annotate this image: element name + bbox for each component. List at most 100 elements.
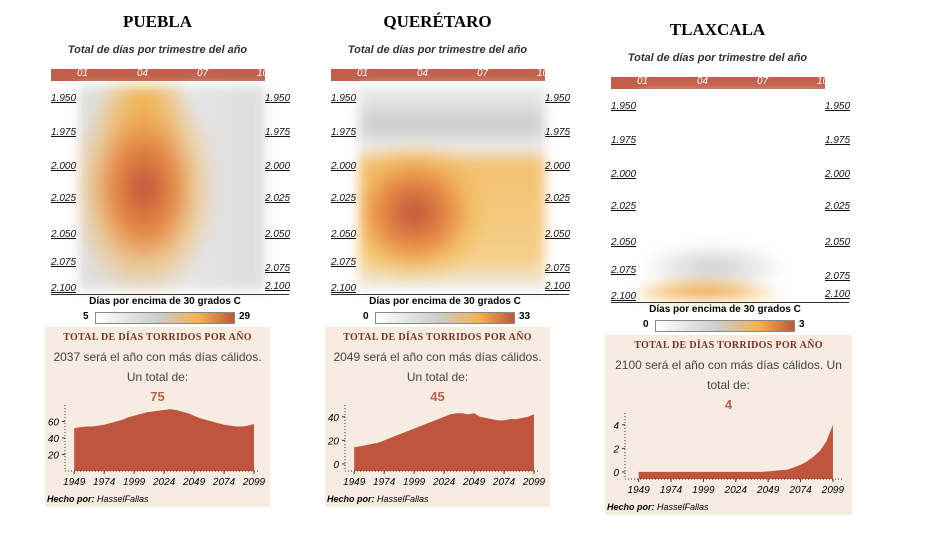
- quarter-label: 10: [257, 68, 269, 79]
- year-label-right: 2.050: [265, 229, 291, 240]
- year-label-right: 1.950: [825, 101, 851, 112]
- x-tick-label: 2099: [522, 477, 546, 488]
- credit-label: Hecho por:: [47, 494, 95, 504]
- year-label-left: 2.100: [51, 283, 77, 294]
- year-label-left: 1.950: [611, 101, 637, 112]
- year-label-right: 2.000: [545, 161, 571, 172]
- year-label-left: 1.950: [331, 93, 357, 104]
- x-tick-label: 2049: [462, 477, 486, 488]
- quarter-label: 07: [477, 68, 489, 79]
- year-label-right: 2.075: [265, 263, 291, 274]
- year-label-right: 2.075: [545, 263, 571, 274]
- x-tick-label: 2024: [724, 485, 748, 496]
- area: [74, 409, 255, 471]
- panel: QUERÉTARO Total de días por trimestre del…: [325, 0, 570, 520]
- x-tick-label: 2074: [788, 485, 812, 496]
- x-tick-label: 1949: [628, 485, 651, 496]
- year-label-left: 2.075: [611, 265, 637, 276]
- summary-text: 2049 será el año con más días cálidos. U…: [333, 350, 542, 384]
- quarter-label: 07: [197, 68, 209, 79]
- year-label-right: 2.100: [265, 281, 291, 292]
- box-title: TOTAL DE DÍAS TORRIDOS POR AÑO: [63, 332, 252, 343]
- quarter-label: 01: [77, 68, 89, 79]
- x-tick-label: 1999: [123, 477, 146, 488]
- y-tick-label: 20: [327, 436, 340, 447]
- x-tick-label: 2024: [152, 477, 176, 488]
- legend-min: 0: [363, 311, 369, 322]
- quarter-header: 01 04 07 10: [331, 68, 548, 81]
- year-label-left: 1.975: [611, 135, 637, 146]
- axis-line: [331, 294, 569, 295]
- panel: TLAXCALA Total de días por trimestre del …: [605, 8, 852, 528]
- quarter-header: 01 04 07 10: [51, 68, 269, 81]
- year-label-right: 1.975: [265, 127, 291, 138]
- legend-bar: [95, 312, 235, 324]
- legend-max: 33: [519, 311, 531, 322]
- max-value: 45: [430, 389, 445, 404]
- panel-title: TLAXCALA: [669, 20, 766, 39]
- year-label-right: 2.000: [265, 161, 291, 172]
- x-tick-label: 2024: [432, 477, 456, 488]
- year-label-left: 1.975: [51, 127, 77, 138]
- year-label-right: 2.025: [545, 193, 571, 204]
- quarter-header: 01 04 07 10: [611, 76, 829, 89]
- year-label-right: 2.025: [825, 201, 851, 212]
- year-label-left: 2.000: [611, 169, 637, 180]
- summary-text: 2100 será el año con más días cálidos. U…: [615, 358, 842, 392]
- heatmap: [79, 86, 265, 290]
- year-label-right: 2.050: [825, 237, 851, 248]
- quarter-label: 07: [757, 76, 769, 87]
- area: [638, 424, 833, 479]
- year-label-left: 2.000: [51, 161, 77, 172]
- y-tick-label: 0: [613, 468, 619, 479]
- quarter-label: 04: [697, 76, 709, 87]
- y-tick-label: 4: [613, 421, 619, 432]
- year-label-left: 2.050: [611, 237, 637, 248]
- year-label-left: 2.000: [331, 161, 357, 172]
- quarter-label: 01: [357, 68, 369, 79]
- legend-min: 0: [643, 319, 649, 330]
- y-tick-label: 60: [48, 418, 60, 429]
- y-tick-label: 0: [333, 460, 339, 471]
- y-tick-label: 2: [612, 444, 619, 455]
- area: [354, 413, 535, 471]
- credit-name: HasselFallas: [97, 494, 149, 504]
- panel-subtitle: Total de días por trimestre del año: [627, 52, 808, 64]
- summary-box: TOTAL DE DÍAS TORRIDOS POR AÑO 2100 será …: [605, 335, 852, 515]
- credit-name: HasselFallas: [657, 502, 709, 512]
- x-tick-label: 2074: [212, 477, 236, 488]
- legend-bar: [655, 320, 795, 332]
- legend-label: Días por encima de 30 grados C: [649, 304, 801, 315]
- year-label-left: 2.050: [51, 229, 77, 240]
- summary-box: TOTAL DE DÍAS TORRIDOS POR AÑO 2049 será …: [325, 327, 550, 507]
- year-label-right: 1.950: [545, 93, 571, 104]
- quarter-label: 04: [137, 68, 149, 79]
- panel-title: PUEBLA: [123, 12, 192, 31]
- max-value: 4: [724, 397, 733, 412]
- panel-subtitle: Total de días por trimestre del año: [67, 44, 248, 56]
- legend-label: Días por encima de 30 grados C: [369, 296, 521, 307]
- legend-bar: [375, 312, 515, 324]
- legend-max: 29: [239, 311, 251, 322]
- x-tick-label: 1974: [660, 485, 683, 496]
- quarter-label: 10: [817, 76, 829, 87]
- year-label-right: 2.025: [265, 193, 291, 204]
- credit-label: Hecho por:: [607, 502, 655, 512]
- year-label-right: 1.975: [825, 135, 851, 146]
- area-chart: 0 20 40 1949 1974 1999 2024 2049 2074 2099: [327, 405, 546, 488]
- year-label-right: 2.075: [825, 271, 851, 282]
- y-tick-label: 20: [47, 451, 60, 462]
- year-label-right: 2.100: [545, 281, 571, 292]
- year-label-left: 2.025: [51, 193, 77, 204]
- year-label-left: 1.975: [331, 127, 357, 138]
- legend-min: 5: [83, 311, 89, 322]
- year-label-left: 2.100: [331, 283, 357, 294]
- heatmap: [639, 94, 825, 298]
- box-title: TOTAL DE DÍAS TORRIDOS POR AÑO: [343, 332, 532, 343]
- x-tick-label: 2099: [821, 485, 845, 496]
- legend-max: 3: [799, 319, 805, 330]
- y-tick-label: 40: [328, 413, 340, 424]
- credit-label: Hecho por:: [327, 494, 375, 504]
- x-tick-label: 1999: [403, 477, 426, 488]
